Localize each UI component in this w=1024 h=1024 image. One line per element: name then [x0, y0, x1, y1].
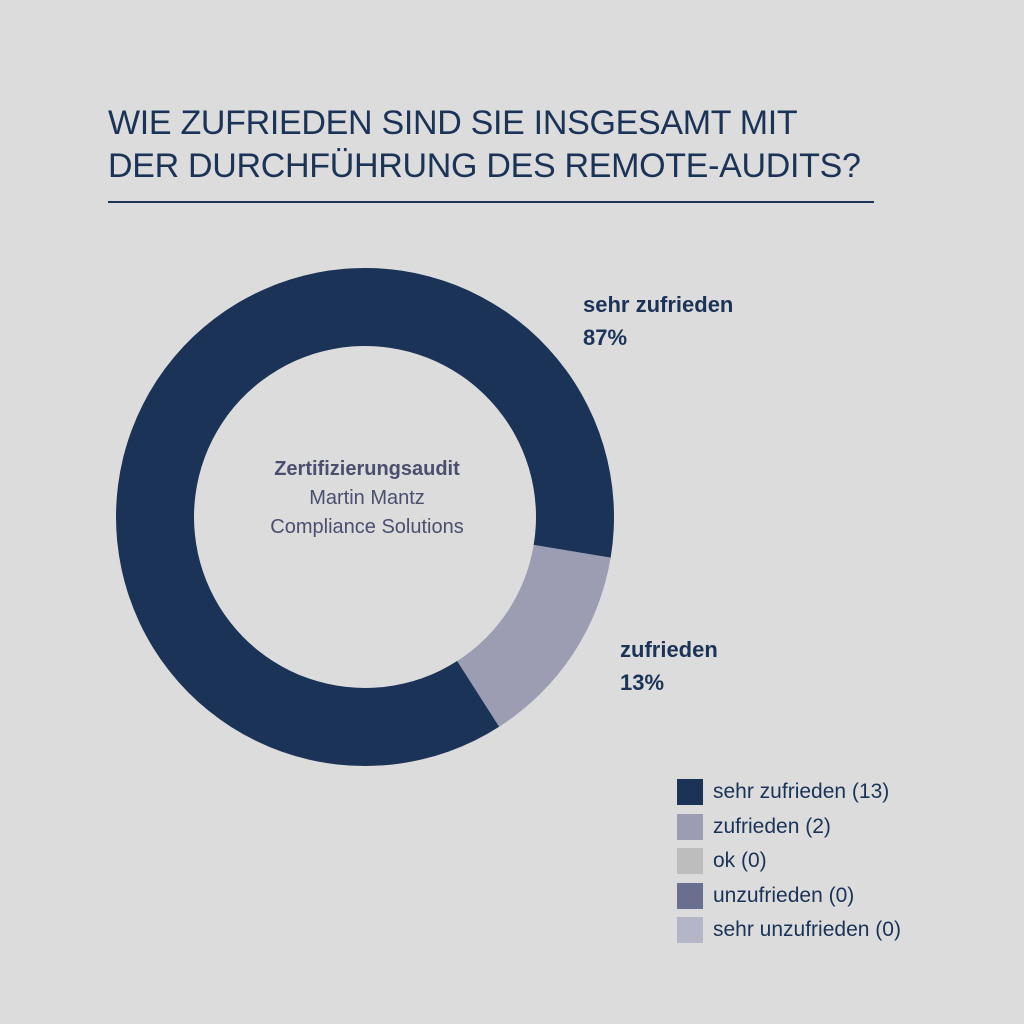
legend-item: sehr unzufrieden (0): [677, 913, 901, 948]
legend-swatch: [677, 882, 703, 909]
legend: sehr zufrieden (13) zufrieden (2) ok (0) un…: [677, 775, 901, 948]
donut-slice-sehr-zufrieden: [116, 267, 615, 766]
legend-label: sehr zufrieden (13): [713, 780, 890, 804]
legend-label: unzufrieden (0): [713, 883, 855, 907]
slice-label-pct: 13%: [620, 670, 665, 695]
chart-title-line-2: DER DURCHFÜHRUNG DES REMOTE-AUDITS?: [108, 147, 861, 185]
donut-slice-zufrieden: [457, 544, 611, 727]
legend-item: zufrieden (2): [677, 810, 901, 845]
legend-swatch: [677, 917, 703, 944]
legend-label: zufrieden (2): [713, 814, 831, 838]
center-person: Martin Mantz: [309, 487, 425, 509]
legend-label: sehr unzufrieden (0): [713, 918, 901, 942]
legend-swatch: [677, 779, 703, 806]
legend-item: ok (0): [677, 844, 901, 879]
chart-title: WIE ZUFRIEDEN SIND SIE INSGESAMT MIT DER…: [108, 102, 861, 188]
chart-title-line-1: WIE ZUFRIEDEN SIND SIE INSGESAMT MIT: [108, 104, 798, 142]
center-company: Compliance Solutions: [270, 516, 464, 538]
slice-label-sehr-zufrieden: sehr zufrieden 87%: [583, 288, 733, 354]
legend-swatch: [677, 848, 703, 875]
legend-swatch: [677, 813, 703, 840]
slice-label-pct: 87%: [583, 325, 628, 350]
legend-label: ok (0): [713, 849, 767, 873]
slice-label-name: sehr zufrieden: [583, 292, 734, 317]
donut-center-text: Zertifizierungsaudit Martin Mantz Compli…: [217, 455, 517, 542]
legend-item: sehr zufrieden (13): [677, 775, 901, 810]
center-audit-type: Zertifizierungsaudit: [274, 458, 460, 480]
title-underline: [108, 201, 874, 203]
slice-label-zufrieden: zufrieden 13%: [620, 633, 718, 699]
slice-label-name: zufrieden: [620, 637, 718, 662]
legend-item: unzufrieden (0): [677, 879, 901, 914]
